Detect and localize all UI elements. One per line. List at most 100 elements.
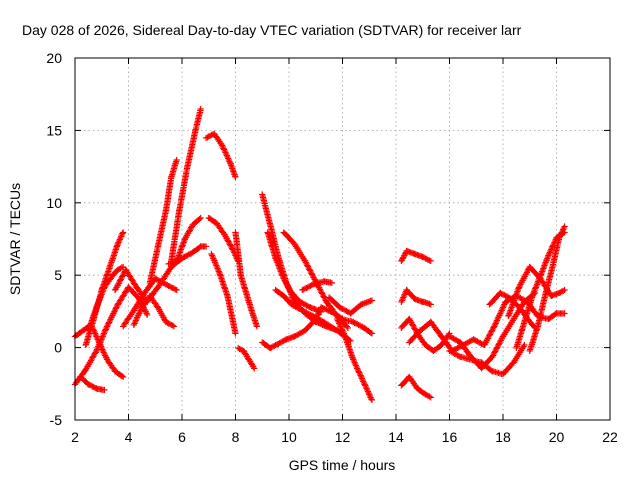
data-point: +	[109, 270, 117, 281]
data-point: +	[531, 288, 539, 299]
data-point: +	[143, 310, 151, 321]
data-point: +	[318, 303, 326, 314]
data-point: +	[520, 297, 528, 308]
data-point: +	[93, 300, 101, 311]
data-point: +	[486, 354, 494, 365]
data-point: +	[112, 245, 120, 256]
data-point: +	[123, 315, 131, 326]
data-point: +	[280, 272, 288, 283]
data-point: +	[554, 308, 562, 319]
data-point: +	[539, 299, 547, 310]
data-point: +	[221, 231, 229, 242]
data-point: +	[400, 320, 408, 331]
data-point: +	[314, 314, 322, 325]
data-point: +	[409, 292, 417, 303]
data-point: +	[293, 303, 301, 314]
data-point: +	[148, 269, 156, 280]
data-point: +	[150, 297, 158, 308]
data-point: +	[461, 339, 469, 350]
data-point: +	[106, 359, 114, 370]
data-point: +	[521, 314, 529, 325]
data-point: +	[249, 310, 257, 321]
data-point: +	[285, 284, 293, 295]
data-point: +	[420, 339, 428, 350]
data-point: +	[196, 106, 204, 117]
data-point: +	[547, 265, 555, 276]
data-point: +	[230, 169, 238, 180]
data-point: +	[501, 298, 509, 309]
data-point: +	[357, 372, 365, 383]
data-point: +	[350, 356, 358, 367]
data-point: +	[504, 295, 512, 306]
data-point: +	[232, 232, 240, 243]
data-point: +	[548, 264, 556, 275]
data-point: +	[168, 249, 176, 260]
data-point: +	[99, 285, 107, 296]
data-point: +	[413, 329, 421, 340]
data-point: +	[215, 266, 223, 277]
data-point: +	[85, 359, 93, 370]
data-point: +	[560, 308, 568, 319]
data-point: +	[492, 293, 500, 304]
data-point: +	[230, 248, 238, 259]
data-point: +	[246, 300, 254, 311]
data-point: +	[173, 221, 181, 232]
data-point: +	[544, 287, 552, 298]
data-point: +	[279, 291, 287, 302]
data-point: +	[313, 278, 321, 289]
data-point: +	[332, 325, 340, 336]
data-point: +	[248, 308, 256, 319]
data-point: +	[456, 352, 464, 363]
data-point: +	[118, 230, 126, 241]
data-point: +	[264, 230, 272, 241]
data-point: +	[514, 292, 522, 303]
data-point: +	[400, 250, 408, 261]
series-track-ak: ++++++++++++++++++++++++++++++++++++++++…	[512, 227, 569, 354]
data-point: +	[186, 249, 194, 260]
data-point: +	[178, 240, 186, 251]
data-point: +	[452, 350, 460, 361]
data-point: +	[132, 301, 140, 312]
data-point: +	[94, 297, 102, 308]
data-point: +	[432, 324, 440, 335]
data-point: +	[427, 317, 435, 328]
data-point: +	[75, 373, 83, 384]
data-point: +	[230, 323, 238, 334]
data-point: +	[275, 262, 283, 273]
data-point: +	[209, 130, 217, 141]
data-point: +	[543, 253, 551, 264]
data-point: +	[216, 224, 224, 235]
data-point: +	[541, 313, 549, 324]
series-track-s: ++++++++++++++++++++++++++++++++++++++++…	[263, 227, 325, 318]
data-point: +	[488, 352, 496, 363]
data-point: +	[475, 337, 483, 348]
data-point: +	[293, 243, 301, 254]
series-track-y: +++++++++++++++++++++++++++++++++++++++	[325, 292, 376, 319]
data-point: +	[267, 225, 275, 236]
data-point: +	[268, 242, 276, 253]
series-track-g: ++++++++++++++++++++++++++++++++++++++++…	[119, 274, 181, 333]
data-point: +	[349, 306, 357, 317]
data-point: +	[536, 311, 544, 322]
data-point: +	[541, 282, 549, 293]
data-point: +	[296, 304, 304, 315]
data-point: +	[549, 311, 557, 322]
data-point: +	[117, 274, 125, 285]
data-point: +	[324, 320, 332, 331]
data-point: +	[364, 388, 372, 399]
data-point: +	[397, 381, 405, 392]
data-point: +	[121, 266, 129, 277]
data-point: +	[294, 301, 302, 312]
data-point: +	[223, 152, 231, 163]
data-point: +	[152, 285, 160, 296]
data-point: +	[267, 240, 275, 251]
data-point: +	[449, 345, 457, 356]
data-point: +	[435, 342, 443, 353]
data-point: +	[96, 340, 104, 351]
data-point: +	[548, 312, 556, 323]
data-point: +	[400, 291, 408, 302]
data-point: +	[122, 286, 130, 297]
data-point: +	[550, 255, 558, 266]
data-point: +	[270, 249, 278, 260]
data-point: +	[554, 238, 562, 249]
